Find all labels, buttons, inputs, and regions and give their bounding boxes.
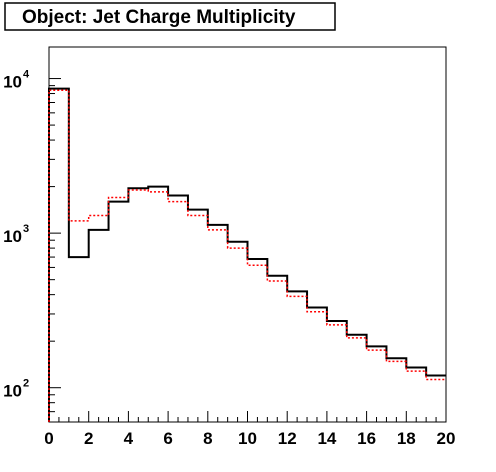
plot-frame (48, 46, 447, 423)
x-tick-label: 2 (84, 429, 93, 448)
series-layer (48, 87, 446, 422)
x-tick-label: 12 (278, 429, 297, 448)
y-tick-exponent: 4 (23, 69, 30, 81)
series-red-histogram (48, 89, 446, 422)
series-black-histogram (48, 87, 446, 422)
x-tick-label: 0 (44, 429, 53, 448)
x-tick-label: 6 (163, 429, 172, 448)
chart-title-box (4, 2, 336, 31)
x-tick-label: 4 (124, 429, 134, 448)
x-tick-label: 16 (357, 429, 376, 448)
y-tick-exponent: 3 (23, 223, 29, 235)
x-tick-label: 14 (317, 429, 336, 448)
y-tick-exponent: 2 (23, 378, 29, 390)
chart-title-group: Object: Jet Charge Multiplicity (4, 2, 336, 31)
chart-title: Object: Jet Charge Multiplicity (22, 7, 296, 28)
x-axis: 0 2 4 6 8 10 12 14 16 18 20 (44, 411, 455, 448)
x-tick-label: 10 (238, 429, 257, 448)
x-tick-label: 18 (397, 429, 416, 448)
y-tick-label: 10 (3, 73, 22, 92)
y-tick-label: 10 (3, 227, 22, 246)
x-tick-label: 20 (437, 429, 456, 448)
x-tick-label: 8 (203, 429, 212, 448)
y-tick-label: 10 (3, 382, 22, 401)
